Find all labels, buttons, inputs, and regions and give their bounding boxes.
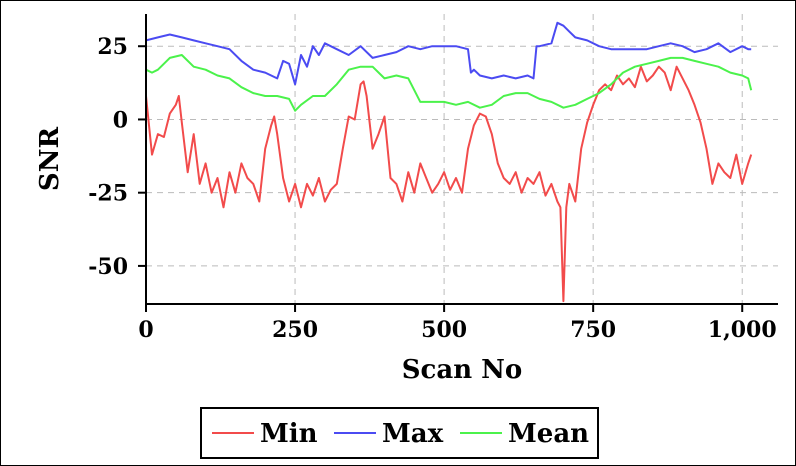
y-tick-label: 25: [97, 34, 128, 60]
legend-item-max: Max: [334, 419, 444, 449]
x-tick-label: 0: [138, 317, 153, 343]
x-tick-label: 250: [272, 317, 318, 343]
series-line-max: [145, 21, 752, 86]
y-tick-label: 0: [113, 107, 128, 133]
x-axis-title: Scan No: [402, 355, 523, 385]
legend-label-max: Max: [382, 419, 444, 449]
y-tick-label: -50: [88, 254, 128, 280]
axes: [145, 14, 778, 305]
series-line-min: [145, 65, 753, 303]
series-line-mean: [145, 54, 753, 112]
x-tick-label: 750: [570, 317, 616, 343]
legend-item-mean: Mean: [460, 419, 589, 449]
x-tick-label: 1,000: [708, 317, 777, 343]
grid-lines: [146, 14, 778, 304]
y-axis-title: SNR: [35, 127, 65, 192]
legend-label-min: Min: [260, 419, 318, 449]
legend-box: [200, 407, 599, 459]
x-tick-label: 500: [421, 317, 467, 343]
legend: Min Max Mean: [200, 407, 599, 459]
y-tick-label: -25: [88, 181, 128, 207]
series-lines: [145, 21, 753, 303]
legend-label-mean: Mean: [508, 419, 589, 449]
legend-item-min: Min: [212, 419, 318, 449]
tick-marks-and-labels: 0 250 500 750 1,000 -50 -25 0 25: [88, 34, 776, 343]
